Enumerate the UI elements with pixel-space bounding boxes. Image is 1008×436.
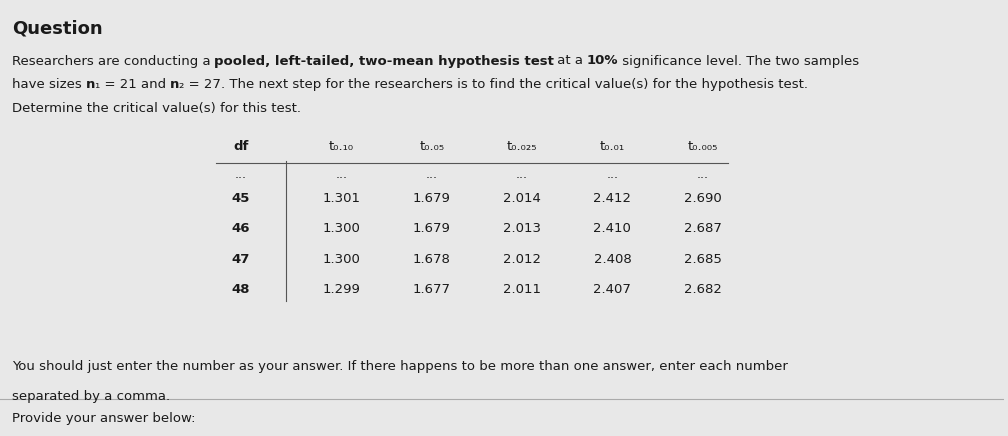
Text: . The next step for the researchers is to find the critical value(s) for the hyp: . The next step for the researchers is t…: [221, 78, 808, 92]
Text: 47: 47: [232, 253, 250, 266]
Text: Question: Question: [12, 20, 103, 37]
Text: 1.679: 1.679: [412, 222, 451, 235]
Text: 2.412: 2.412: [594, 192, 631, 205]
Text: significance level. The two samples: significance level. The two samples: [618, 54, 859, 68]
Text: ₁ = 21 and: ₁ = 21 and: [95, 78, 170, 92]
Text: 2.408: 2.408: [594, 253, 631, 266]
Text: Determine the critical value(s) for this test.: Determine the critical value(s) for this…: [12, 102, 301, 116]
Text: t₀.₁₀: t₀.₁₀: [329, 140, 354, 153]
Text: 10%: 10%: [587, 54, 618, 68]
Text: 1.299: 1.299: [323, 283, 360, 296]
Text: 2.014: 2.014: [503, 192, 541, 205]
Text: 48: 48: [232, 283, 250, 296]
Text: separated by a comma.: separated by a comma.: [12, 390, 170, 403]
Text: t₀.₀₀₅: t₀.₀₀₅: [687, 140, 718, 153]
Text: You should just enter the number as your answer. If there happens to be more tha: You should just enter the number as your…: [12, 360, 788, 373]
Text: pooled, left-tailed, two-mean hypothesis test: pooled, left-tailed, two-mean hypothesis…: [214, 54, 554, 68]
Text: 2.011: 2.011: [503, 283, 541, 296]
Text: 1.300: 1.300: [323, 222, 360, 235]
Text: df: df: [233, 140, 249, 153]
Text: 1.300: 1.300: [323, 253, 360, 266]
Text: 2.685: 2.685: [683, 253, 722, 266]
Text: ...: ...: [697, 168, 709, 181]
Text: Researchers are conducting a: Researchers are conducting a: [12, 54, 215, 68]
Text: ₂ = 27: ₂ = 27: [179, 78, 222, 92]
Text: 46: 46: [232, 222, 250, 235]
Text: 1.678: 1.678: [412, 253, 451, 266]
Text: 1.679: 1.679: [412, 192, 451, 205]
Text: 2.687: 2.687: [683, 222, 722, 235]
Text: n: n: [86, 78, 95, 92]
Text: 1.677: 1.677: [412, 283, 451, 296]
Text: n: n: [170, 78, 179, 92]
Text: at a: at a: [552, 54, 587, 68]
Text: t₀.₀₁: t₀.₀₁: [600, 140, 625, 153]
Text: ...: ...: [607, 168, 619, 181]
Text: t₀.₀₅: t₀.₀₅: [419, 140, 445, 153]
Text: t₀.₀₂₅: t₀.₀₂₅: [507, 140, 537, 153]
Text: ...: ...: [235, 168, 247, 181]
Text: ...: ...: [516, 168, 528, 181]
Text: 45: 45: [232, 192, 250, 205]
Text: 2.410: 2.410: [594, 222, 631, 235]
Text: ...: ...: [336, 168, 348, 181]
Text: have sizes: have sizes: [12, 78, 86, 92]
Text: 2.407: 2.407: [594, 283, 631, 296]
Text: 1.301: 1.301: [323, 192, 360, 205]
Text: 2.012: 2.012: [503, 253, 541, 266]
Text: 2.013: 2.013: [503, 222, 541, 235]
Text: Provide your answer below:: Provide your answer below:: [12, 412, 196, 425]
Text: 2.682: 2.682: [683, 283, 722, 296]
Text: 2.690: 2.690: [683, 192, 722, 205]
Text: ...: ...: [425, 168, 437, 181]
